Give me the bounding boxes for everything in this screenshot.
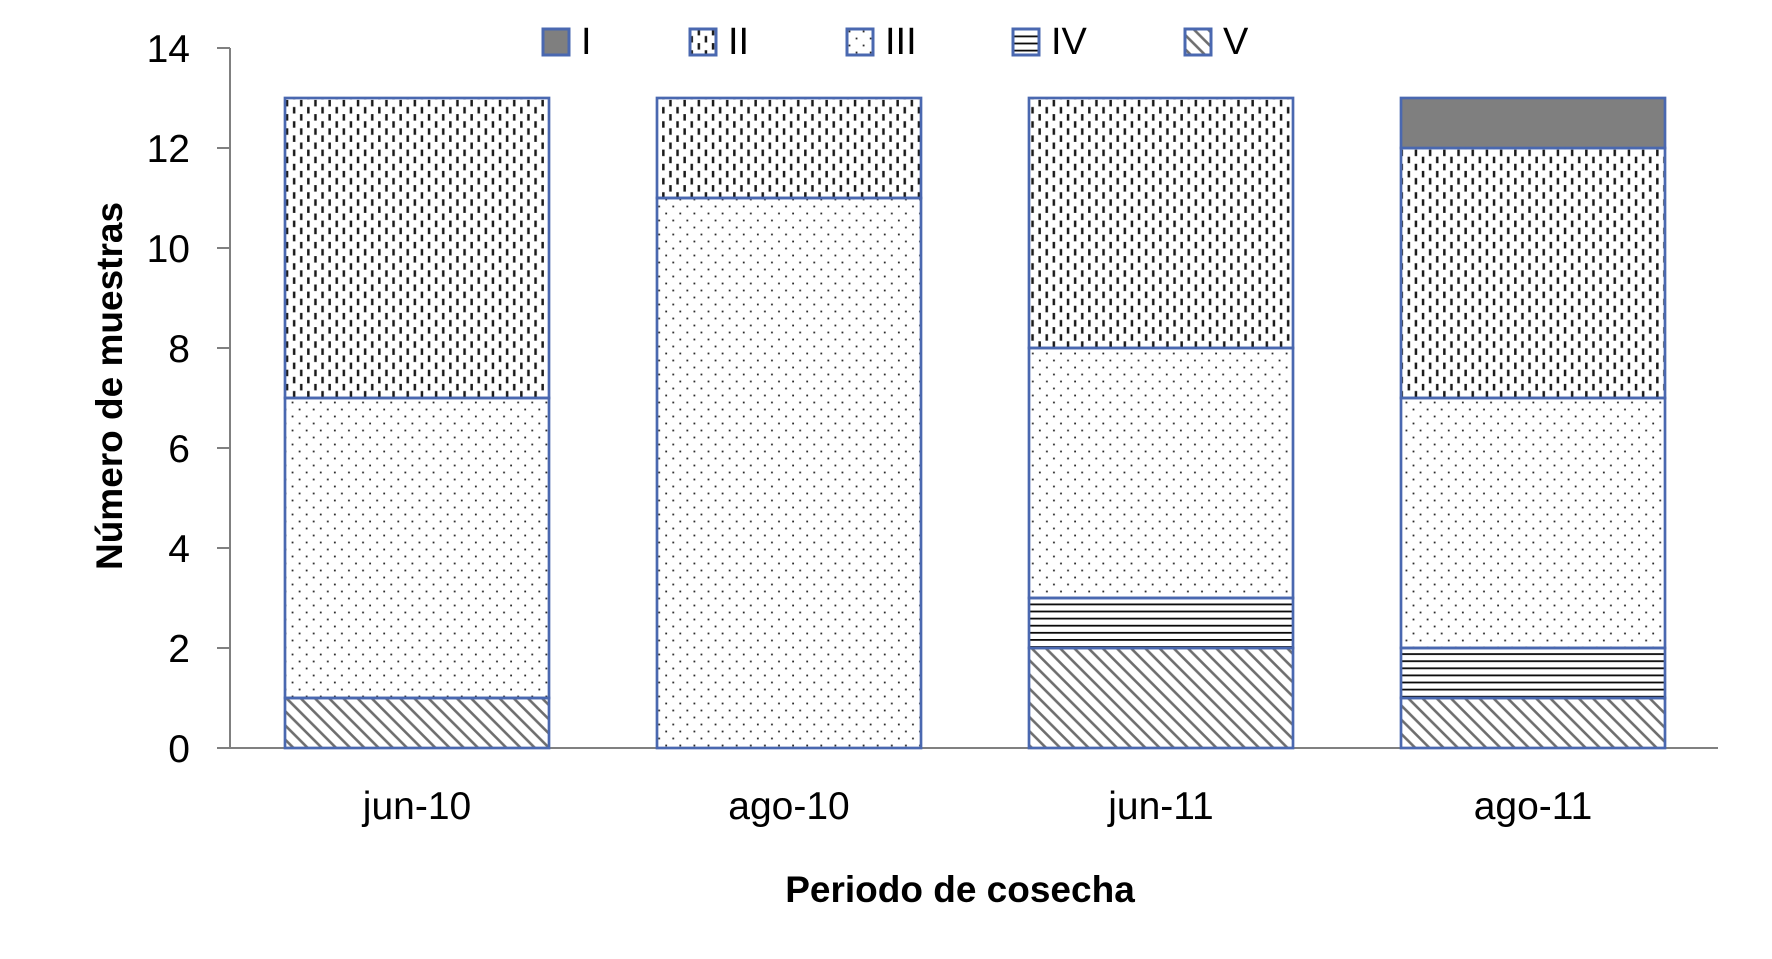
svg-text:I: I <box>581 21 592 63</box>
svg-text:II: II <box>728 21 749 63</box>
svg-text:jun-11: jun-11 <box>1107 785 1214 828</box>
svg-text:ago-10: ago-10 <box>728 785 849 828</box>
svg-text:0: 0 <box>168 728 190 771</box>
svg-text:12: 12 <box>147 128 190 171</box>
svg-text:8: 8 <box>168 328 190 371</box>
svg-text:IV: IV <box>1051 21 1088 63</box>
svg-text:2: 2 <box>168 628 190 671</box>
svg-text:Número de muestras: Número de muestras <box>89 202 130 570</box>
svg-text:ago-11: ago-11 <box>1474 785 1593 828</box>
svg-text:10: 10 <box>147 228 190 271</box>
svg-text:III: III <box>885 21 917 63</box>
svg-text:4: 4 <box>168 528 190 571</box>
svg-text:14: 14 <box>147 28 190 71</box>
svg-text:Periodo de cosecha: Periodo de cosecha <box>785 869 1135 910</box>
svg-text:6: 6 <box>168 428 190 471</box>
svg-text:jun-10: jun-10 <box>362 785 471 828</box>
svg-text:V: V <box>1223 21 1249 63</box>
